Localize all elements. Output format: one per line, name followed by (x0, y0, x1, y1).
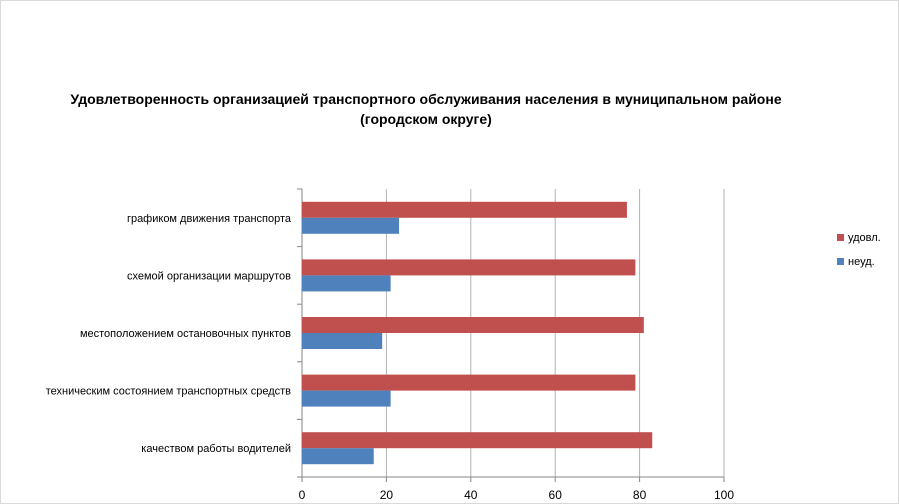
chart-title: Удовлетворенность организацией транспорт… (41, 89, 811, 129)
x-tick-label: 40 (464, 488, 478, 502)
category-label: техническим состоянием транспортных сред… (46, 386, 291, 398)
bar-udovl (302, 201, 627, 218)
chart-title-line-2: (городском округе) (360, 111, 492, 127)
legend-swatch (837, 234, 844, 241)
bar-neud (302, 448, 374, 465)
bar-udovl (302, 374, 636, 391)
legend-label: неуд. (848, 256, 875, 268)
category-label: местоположением остановочных пунктов (80, 328, 291, 340)
bar-udovl (302, 317, 644, 333)
bar-neud (302, 390, 391, 407)
x-tick-label: 60 (549, 488, 563, 502)
bar-udovl (302, 259, 636, 276)
chart-title-line-1: Удовлетворенность организацией транспорт… (70, 91, 782, 107)
bar-neud (302, 275, 391, 292)
bar-udovl (302, 432, 653, 449)
category-label: качеством работы водителей (141, 443, 291, 455)
x-tick-label: 80 (633, 488, 647, 502)
category-label: графиком движения транспорта (127, 213, 292, 225)
category-label: схемой организации маршрутов (127, 270, 291, 282)
legend-swatch (837, 258, 844, 265)
x-tick-label: 0 (299, 488, 306, 502)
x-tick-label: 20 (380, 488, 394, 502)
bar-neud (302, 217, 400, 234)
x-tick-label: 100 (714, 488, 734, 502)
bar-neud (302, 333, 383, 349)
legend-label: удовл. (848, 232, 881, 244)
